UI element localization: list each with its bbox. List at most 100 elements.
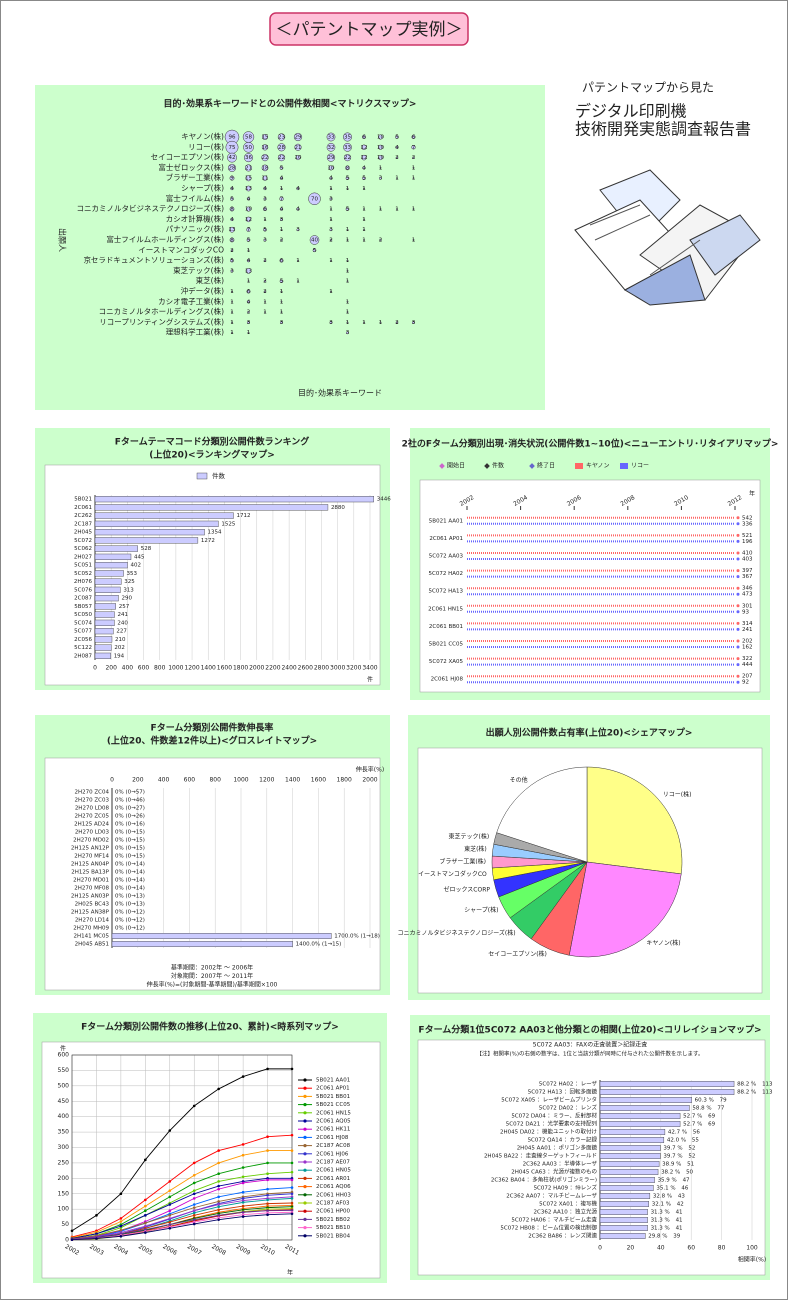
y-tick-label: 600 — [58, 1052, 70, 1059]
bubble — [346, 321, 349, 324]
x-tick-label: 60 — [687, 1245, 695, 1252]
legend-label: 2C061 HN05 — [316, 1168, 351, 1174]
bubble-label: 22 — [278, 155, 285, 161]
bubble — [231, 290, 233, 293]
bubble-label: 4 — [329, 176, 333, 182]
bar — [94, 529, 205, 536]
bubble — [412, 320, 415, 324]
bar — [599, 1136, 665, 1143]
count-marker — [736, 627, 740, 631]
value-label: 0% (0→14) — [115, 862, 145, 868]
bubble — [343, 132, 352, 142]
point — [168, 1223, 172, 1226]
bar — [599, 1224, 648, 1231]
bubble — [247, 331, 250, 334]
bubble — [277, 153, 286, 162]
bubble-label: 12 — [361, 145, 368, 151]
plot-bg — [417, 1039, 766, 1276]
point — [241, 1166, 245, 1169]
x-tick-label: 400 — [158, 777, 170, 784]
legend-swatch — [620, 463, 628, 469]
legend-label: 5B021 BB04 — [316, 1233, 351, 1239]
bar — [94, 611, 115, 618]
count-label: 52 — [688, 1146, 695, 1152]
count-label: 43 — [678, 1194, 685, 1200]
value-label: 0% (0→15) — [115, 838, 145, 844]
bubble — [229, 237, 235, 243]
row-label: コニカミノルタホールディングス(株) — [99, 306, 224, 316]
bar — [94, 628, 114, 635]
y-tick-label: 550 — [58, 1067, 70, 1074]
bubble-label: 1 — [329, 207, 333, 213]
row-label: リコー(株) — [188, 141, 224, 151]
bubble-label: 2 — [395, 320, 399, 326]
x-tick-label: 400 — [122, 665, 134, 672]
value-label: 0% (0→15) — [115, 830, 145, 836]
book-illustration — [574, 169, 761, 306]
value-label: 240 — [117, 620, 128, 626]
point — [144, 1198, 147, 1202]
series-line — [71, 1162, 292, 1239]
bubble — [362, 176, 366, 181]
bubble — [279, 279, 284, 284]
bar — [94, 496, 374, 503]
bubble-label: 6 — [362, 135, 366, 141]
legend-swatch — [303, 1078, 307, 1082]
y-tick-label: 2H125 AN38P — [71, 910, 110, 916]
value-label: 35.9 % — [658, 1178, 677, 1184]
bubble — [246, 197, 251, 201]
bar — [599, 1176, 655, 1183]
bubble — [244, 164, 253, 172]
banner-box — [269, 12, 469, 46]
y-tick-label: 5C077 — [74, 629, 92, 635]
y-tick-label: 5B057 — [74, 604, 92, 610]
value-label: 0% (0→46) — [115, 798, 145, 804]
point — [192, 1220, 196, 1224]
bubble-label: 12 — [361, 155, 368, 161]
x-tick-label: 1200 — [259, 777, 274, 784]
y-tick-label: 2H270 LD03 — [75, 830, 110, 836]
value-label: 42.0 % — [667, 1138, 686, 1144]
point — [192, 1209, 196, 1213]
bubble — [326, 132, 336, 142]
bubble — [363, 187, 365, 190]
row-label: 理想科学工業(株) — [166, 327, 224, 337]
value-label: 31.3 % — [651, 1210, 670, 1216]
value-label: 336 — [742, 521, 753, 527]
bubble-label: 1 — [362, 186, 366, 192]
bubble — [280, 238, 283, 242]
y-tick-label: 5B021 — [74, 497, 92, 503]
bubble-label: 1 — [230, 299, 234, 305]
point — [217, 1187, 220, 1191]
bubble-label: 1 — [412, 207, 416, 213]
y-tick-label: 2C061 — [74, 505, 92, 511]
count-label: 113 — [762, 1082, 773, 1088]
point — [266, 1213, 269, 1217]
bubble — [361, 154, 367, 161]
bubble-label: 3 — [346, 330, 350, 336]
bubble — [261, 144, 269, 151]
bubble — [361, 144, 367, 151]
value-label: 60.3 % — [695, 1098, 714, 1104]
series-line — [71, 1068, 292, 1232]
bubble — [345, 207, 350, 211]
bubble — [231, 300, 233, 303]
bubble — [297, 259, 299, 262]
point — [192, 1222, 196, 1226]
bubble-label: 1 — [247, 330, 251, 336]
point — [290, 1170, 294, 1174]
bubble-label: 36 — [245, 155, 252, 161]
bar — [599, 1232, 646, 1239]
y-tick-label: 5C074 — [74, 620, 92, 626]
bubble-label: 1 — [346, 258, 350, 264]
bar — [94, 520, 219, 527]
bubble-label: 1 — [329, 289, 333, 295]
bubble-label: 15 — [262, 135, 269, 141]
chart-title: 2社のFターム分類別出現･消失状況(公開件数1~10位)<ニューエントリ･リタイ… — [402, 438, 779, 450]
bubble — [231, 331, 233, 334]
bubble-label: 3 — [329, 196, 333, 202]
bubble-label: 96 — [229, 135, 236, 141]
point — [192, 1211, 196, 1215]
value-label: 3446 — [377, 497, 391, 503]
bubble — [330, 290, 332, 293]
